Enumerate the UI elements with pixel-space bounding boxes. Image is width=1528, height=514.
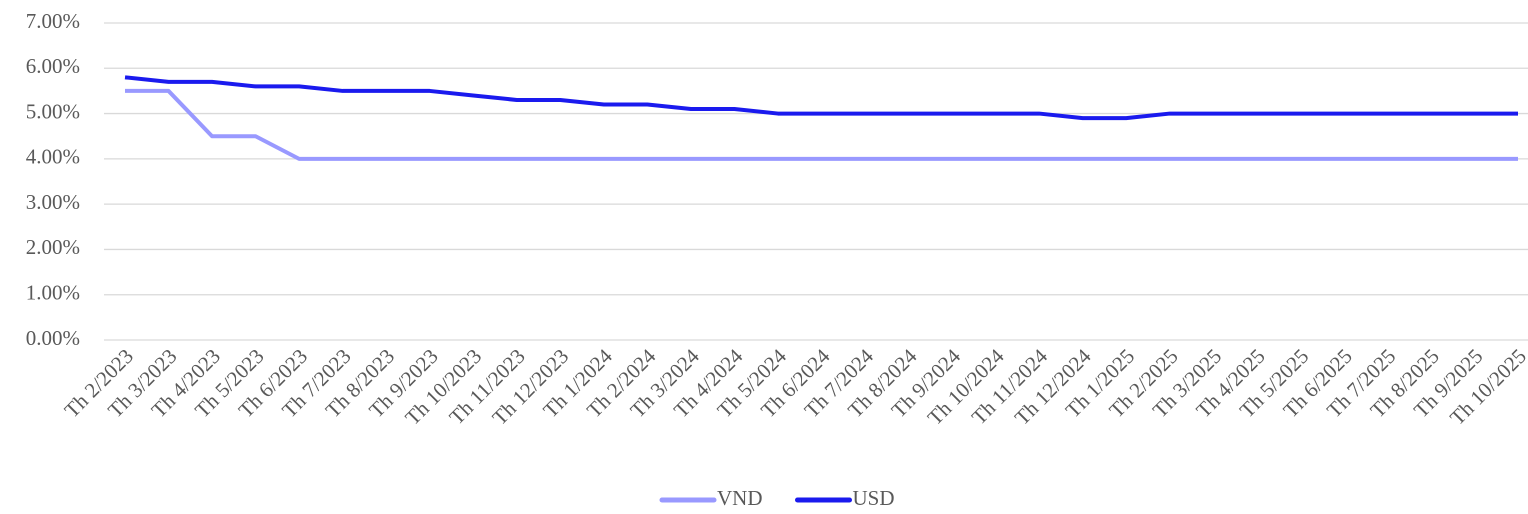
series-line [124,75,1518,121]
legend-label: USD [853,486,895,510]
y-tick-label: 6.00% [26,54,80,78]
y-tick-label: 5.00% [26,99,80,123]
y-tick-label: 3.00% [26,190,80,214]
legend-label: VND [717,486,763,510]
y-tick-label: 4.00% [26,145,80,169]
y-tick-label: 7.00% [26,9,80,33]
y-tick-label: 0.00% [26,326,80,350]
series-line [125,88,1518,161]
y-tick-label: 1.00% [26,281,80,305]
y-tick-label: 2.00% [26,235,80,259]
